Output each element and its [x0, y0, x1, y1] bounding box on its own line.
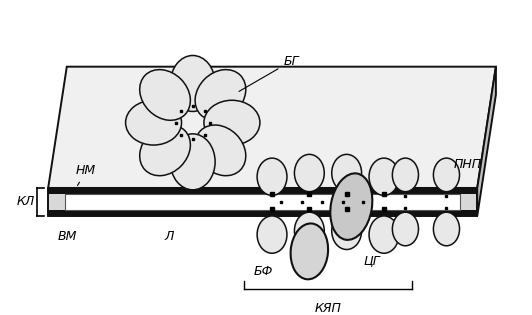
Text: БГ: БГ — [239, 55, 299, 91]
Ellipse shape — [195, 125, 246, 176]
Polygon shape — [48, 67, 496, 188]
Text: БФ: БФ — [253, 266, 273, 278]
Text: НМ: НМ — [76, 164, 96, 186]
Ellipse shape — [126, 100, 181, 145]
Polygon shape — [477, 67, 496, 216]
Ellipse shape — [195, 70, 246, 120]
Ellipse shape — [393, 158, 419, 192]
Text: КЯП: КЯП — [314, 302, 342, 315]
Ellipse shape — [330, 173, 372, 240]
Ellipse shape — [434, 158, 460, 192]
Polygon shape — [48, 188, 477, 193]
Ellipse shape — [434, 212, 460, 246]
Polygon shape — [48, 210, 477, 216]
Polygon shape — [65, 193, 461, 210]
Ellipse shape — [257, 158, 287, 195]
Ellipse shape — [290, 223, 328, 279]
Ellipse shape — [140, 125, 190, 176]
Ellipse shape — [332, 212, 362, 249]
Ellipse shape — [294, 212, 325, 249]
Ellipse shape — [369, 158, 399, 195]
Ellipse shape — [393, 212, 419, 246]
Ellipse shape — [257, 216, 287, 253]
Text: Л: Л — [165, 230, 174, 243]
Ellipse shape — [369, 216, 399, 253]
Ellipse shape — [294, 154, 325, 192]
Text: ПНП: ПНП — [454, 158, 482, 171]
Text: ЦГ: ЦГ — [363, 254, 380, 267]
Ellipse shape — [332, 154, 362, 192]
Ellipse shape — [204, 100, 260, 145]
Polygon shape — [48, 188, 477, 216]
Ellipse shape — [140, 70, 190, 120]
Text: КЛ: КЛ — [17, 195, 35, 209]
Text: ВМ: ВМ — [57, 230, 77, 243]
Ellipse shape — [170, 55, 215, 112]
Ellipse shape — [170, 134, 215, 190]
